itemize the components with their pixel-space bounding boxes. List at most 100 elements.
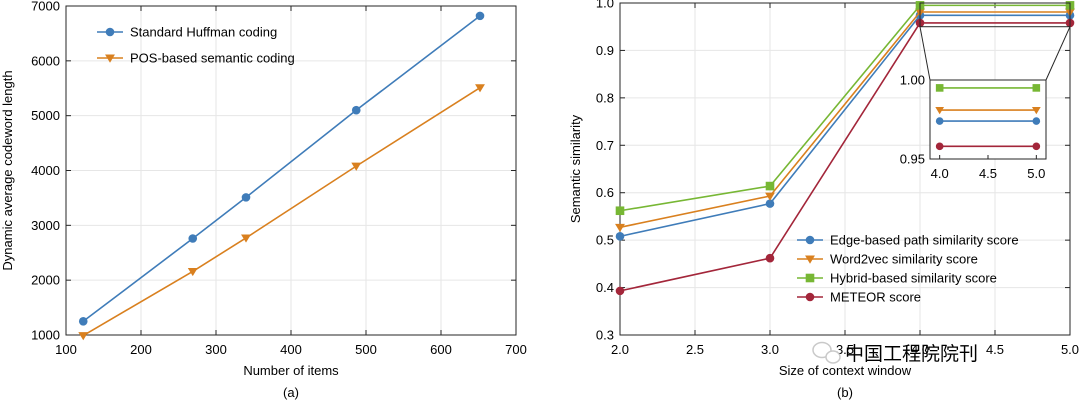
legend-label: METEOR score bbox=[830, 290, 921, 305]
legend-label: Hybrid-based similarity score bbox=[830, 271, 997, 286]
series-line bbox=[619, 14, 1070, 238]
y-tick-label: 0.9 bbox=[596, 43, 614, 58]
series-0 bbox=[78, 11, 485, 326]
x-tick-label: 400 bbox=[280, 342, 302, 357]
x-axis-label: Size of context window bbox=[779, 363, 912, 378]
data-point bbox=[615, 232, 625, 241]
inset-data-point bbox=[1032, 84, 1041, 92]
series-line bbox=[82, 87, 481, 337]
series-line bbox=[619, 22, 1070, 292]
data-point bbox=[475, 84, 485, 93]
x-tick-label: 600 bbox=[430, 342, 452, 357]
panel-caption: (b) bbox=[837, 385, 853, 400]
inset-data-point bbox=[935, 142, 944, 151]
legend-swatch-marker bbox=[805, 273, 815, 283]
y-tick-label: 0.8 bbox=[596, 90, 614, 105]
panel-caption: (a) bbox=[283, 385, 299, 400]
x-tick-label: 300 bbox=[205, 342, 227, 357]
y-tick-label: 0.5 bbox=[596, 233, 614, 248]
data-point bbox=[615, 286, 625, 296]
y-tick-label: 0.4 bbox=[596, 280, 614, 295]
data-point bbox=[187, 267, 198, 277]
data-point bbox=[765, 199, 775, 208]
y-tick-label: 1.0 bbox=[596, 0, 614, 11]
watermark-text: 中国工程院院刊 bbox=[845, 343, 978, 365]
x-tick-label: 4.5 bbox=[986, 342, 1004, 357]
legend-swatch-marker bbox=[805, 235, 815, 245]
watermark: 中国工程院院刊 bbox=[812, 341, 978, 365]
x-tick-label: 500 bbox=[355, 342, 377, 357]
data-point bbox=[241, 193, 251, 202]
data-point bbox=[241, 234, 251, 243]
data-point bbox=[475, 11, 485, 21]
panel-b-line-chart: 2.0 2.5 3.0 3.5 4.0 4.5 5.0 0.3 0.4 0.5 0.6 0.7 0.8 0… bbox=[568, 0, 1079, 400]
inset-data-point bbox=[1032, 142, 1041, 151]
y-tick-label: 0.3 bbox=[596, 328, 614, 343]
x-tick-label: 200 bbox=[130, 342, 152, 357]
y-tick-label: 0.7 bbox=[596, 138, 614, 153]
inset-x-tick-label: 4.5 bbox=[979, 166, 997, 181]
y-tick-label: 3000 bbox=[31, 218, 60, 233]
legend: Edge-based path similarity score Word2vec… bbox=[797, 233, 1019, 305]
inset-series-1 bbox=[935, 106, 1041, 115]
zoom-region-box bbox=[919, 2, 1071, 28]
x-tick-label: 2.5 bbox=[686, 342, 704, 357]
data-point bbox=[351, 105, 361, 115]
legend-swatch-marker bbox=[105, 54, 115, 63]
legend-swatch-marker bbox=[805, 255, 815, 264]
zoom-inset: 4.0 4.5 5.0 0.95 1.00 bbox=[900, 2, 1071, 181]
x-tick-label: 3.0 bbox=[761, 342, 779, 357]
inset-series-3 bbox=[935, 142, 1041, 151]
legend-label: POS-based semantic coding bbox=[130, 51, 295, 66]
x-tick-label: 2.0 bbox=[611, 342, 629, 357]
y-tick-label: 4000 bbox=[31, 163, 60, 178]
x-tick-label: 4.0 bbox=[911, 342, 929, 357]
zoom-connector bbox=[1045, 26, 1071, 81]
y-axis-label: Semantic similarity bbox=[568, 114, 583, 223]
series-line bbox=[619, 4, 1070, 212]
series-1 bbox=[78, 84, 485, 341]
data-point bbox=[188, 234, 198, 243]
data-point bbox=[351, 162, 362, 171]
inset-series-2 bbox=[935, 84, 1041, 92]
data-point bbox=[615, 206, 625, 216]
y-tick-label: 6000 bbox=[31, 53, 60, 68]
wechat-icon bbox=[812, 341, 841, 364]
wechat-icon-bubble-small bbox=[825, 350, 841, 364]
inset-data-point bbox=[1032, 117, 1041, 125]
data-point bbox=[78, 332, 89, 341]
inset-y-tick-label: 0.95 bbox=[900, 152, 925, 167]
legend-label: Standard Huffman coding bbox=[130, 25, 277, 40]
inset-y-tick-label: 1.00 bbox=[900, 73, 925, 88]
inset-series-0 bbox=[935, 117, 1041, 125]
inset-data-point bbox=[935, 106, 945, 115]
legend-swatch-marker bbox=[805, 292, 815, 302]
legend-swatch-marker bbox=[105, 27, 115, 37]
data-point bbox=[765, 253, 775, 263]
y-tick-label: 7000 bbox=[31, 0, 60, 14]
inset-data-point bbox=[935, 117, 944, 125]
data-point bbox=[78, 316, 88, 326]
x-tick-label: 5.0 bbox=[1061, 342, 1079, 357]
y-tick-label: 0.6 bbox=[596, 185, 614, 200]
wechat-icon-bubble-large bbox=[812, 341, 832, 359]
inset-x-tick-label: 4.0 bbox=[931, 166, 949, 181]
x-tick-label: 700 bbox=[505, 342, 527, 357]
inset-x-tick-label: 5.0 bbox=[1027, 166, 1045, 181]
y-axis-label: Dynamic average codeword length bbox=[0, 70, 15, 270]
x-tick-label: 3.5 bbox=[836, 342, 854, 357]
y-tick-label: 5000 bbox=[31, 108, 60, 123]
x-tick-label: 100 bbox=[55, 342, 77, 357]
x-axis-label: Number of items bbox=[243, 363, 339, 378]
data-point bbox=[765, 192, 775, 201]
y-tick-label: 1000 bbox=[31, 328, 60, 343]
legend-label: Word2vec similarity score bbox=[830, 252, 978, 267]
data-point bbox=[765, 181, 775, 191]
series-line bbox=[619, 11, 1070, 229]
data-point bbox=[615, 223, 625, 233]
panel-a-line-chart: 100 200 300 400 500 600 700 1000 2000 3000 4000 500… bbox=[0, 0, 527, 400]
zoom-connector bbox=[919, 26, 931, 81]
legend: Standard Huffman coding POS-based semanti… bbox=[97, 25, 295, 66]
legend-label: Edge-based path similarity score bbox=[830, 233, 1019, 248]
